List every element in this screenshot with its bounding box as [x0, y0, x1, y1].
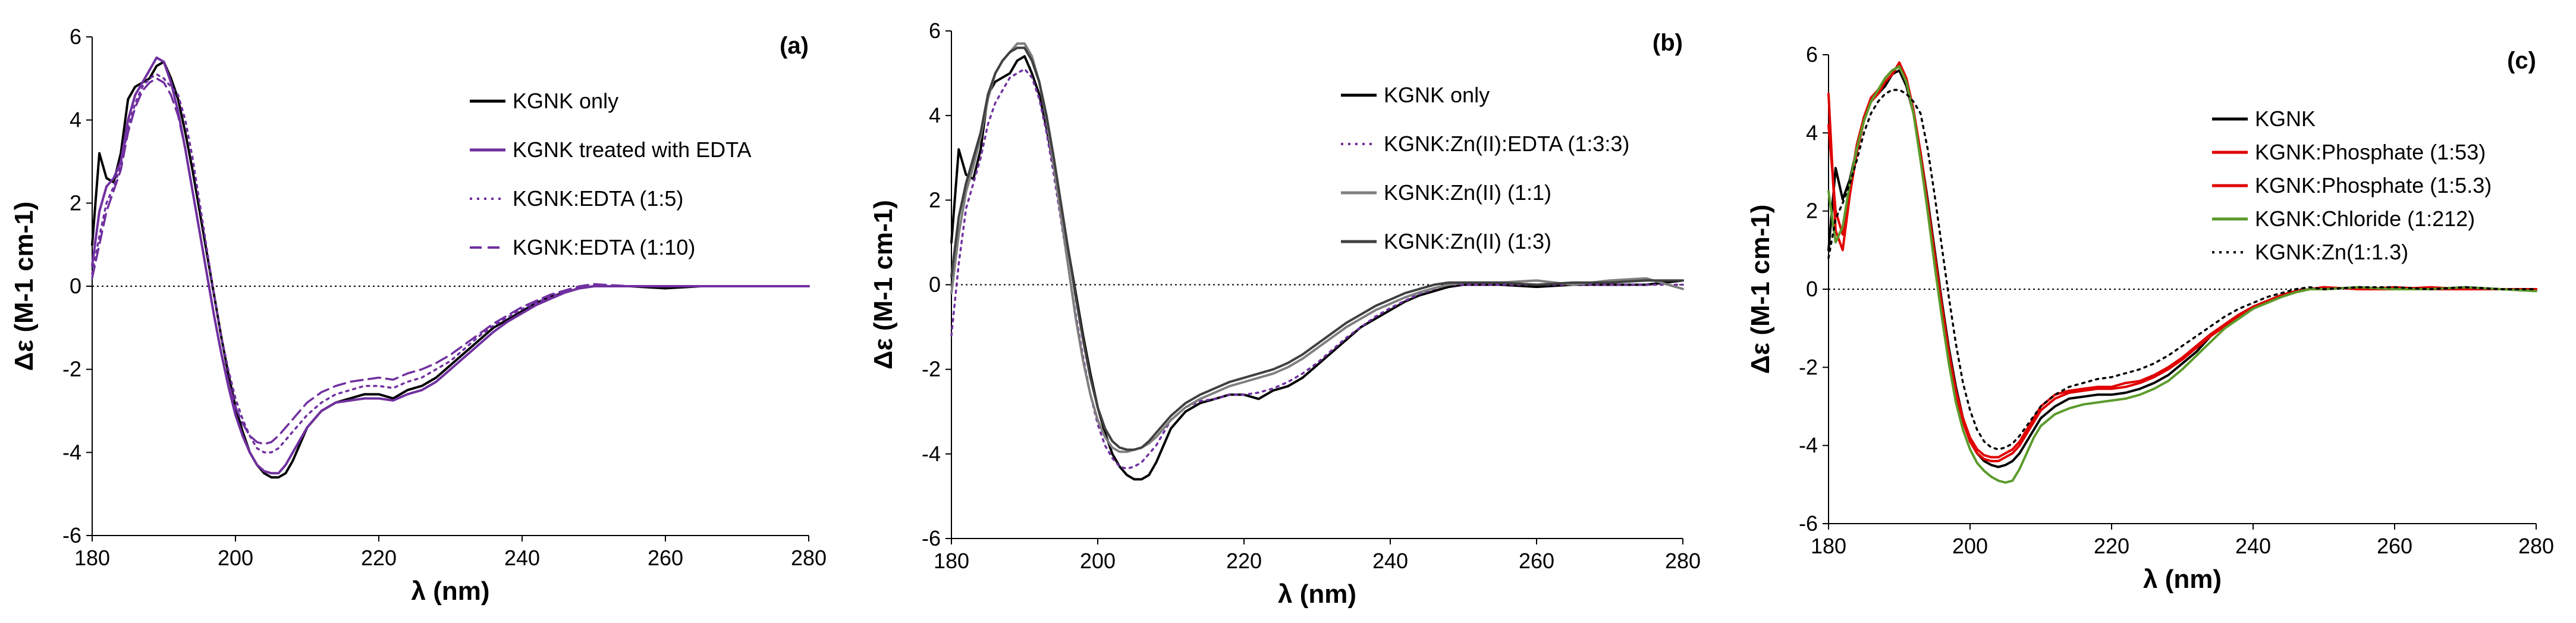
y-axis-title: Δε (M-1 cm-1) [10, 202, 39, 371]
x-tick-label: 280 [2518, 534, 2554, 558]
panel-label: (b) [1653, 30, 1683, 56]
x-axis-title: λ (nm) [1278, 580, 1356, 609]
x-axis-title: λ (nm) [411, 577, 490, 606]
series-line-2 [91, 56, 810, 475]
legend: KGNK only KGNK treated with EDTA KGNK:EDTA… [470, 89, 751, 259]
x-tick-label: 260 [2377, 534, 2412, 558]
legend-label: KGNK:Zn(II) (1:3) [1384, 229, 1551, 253]
series-line-3 [91, 73, 810, 454]
x-tick-label: 220 [1226, 549, 1262, 573]
legend: KGNK KGNK:Phosphate (1:53) KGNK:Phosphate … [2212, 107, 2492, 264]
x-tick-label: 180 [1811, 534, 1846, 558]
x-tick-label: 180 [934, 549, 969, 573]
series-line-1 [950, 55, 1684, 481]
x-tick-label: 220 [361, 546, 397, 570]
y-tick-label: -2 [1799, 355, 1818, 379]
series-line-1 [91, 60, 810, 479]
legend-label: KGNK:Zn(II):EDTA (1:3:3) [1384, 132, 1629, 156]
x-tick-label: 280 [791, 546, 827, 570]
chart-panel-1: -6 -4 -2 0 2 4 6 180 200 220 240 260 280 λ (nm) Δε (M-… [10, 24, 827, 606]
x-tick-label: 200 [1952, 534, 1988, 558]
x-tick-label: 200 [1080, 549, 1116, 573]
y-tick-label: 6 [929, 18, 941, 43]
y-tick-label: -2 [922, 357, 941, 381]
y-axis-title: Δε (M-1 cm-1) [1746, 205, 1775, 374]
y-tick-label: 2 [1806, 199, 1818, 223]
y-axis-title: Δε (M-1 cm-1) [869, 200, 898, 370]
chart-panel-2: -6 -4 -2 0 2 4 6 180 200 220 240 260 280 λ (nm) Δε (M-… [869, 18, 1701, 609]
x-axis-title: λ (nm) [2143, 565, 2222, 594]
legend-label: KGNK:Zn(II) (1:1) [1384, 180, 1551, 205]
legend-label: KGNK:EDTA (1:5) [513, 186, 683, 211]
x-tick-label: 280 [1665, 549, 1701, 573]
x-tick-label: 240 [504, 546, 540, 570]
series-line-4 [1827, 65, 2537, 484]
series-line-3 [950, 42, 1684, 453]
y-tick-label: 6 [70, 24, 81, 49]
y-tick-label: 4 [1806, 120, 1818, 145]
y-tick-label: 4 [929, 103, 941, 127]
x-tick-label: 240 [2235, 534, 2271, 558]
y-tick-label: 0 [929, 273, 941, 297]
legend-label: KGNK treated with EDTA [513, 137, 751, 162]
chart-panel-3: -6 -4 -2 0 2 4 6 180 200 220 240 260 280 λ (nm) Δε (M-… [1746, 42, 2554, 594]
legend-label: KGNK:Phosphate (1:53) [2255, 140, 2486, 164]
panel-label: (c) [2507, 48, 2536, 74]
y-tick-label: 2 [70, 190, 81, 215]
y-tick-label: -4 [922, 442, 941, 466]
series-line-4 [950, 46, 1684, 451]
x-tick-label: 240 [1372, 549, 1408, 573]
y-tick-label: 4 [70, 108, 81, 132]
y-tick-label: 0 [70, 274, 81, 298]
legend-label: KGNK only [513, 89, 618, 113]
y-tick-label: -6 [1799, 511, 1818, 536]
series-line-4 [91, 77, 810, 446]
x-tick-label: 200 [218, 546, 253, 570]
y-tick-label: 6 [1806, 42, 1818, 67]
x-tick-label: 260 [648, 546, 683, 570]
x-tick-label: 260 [1519, 549, 1554, 573]
series-line-2 [950, 68, 1684, 470]
legend-label: KGNK:Chloride (1:212) [2255, 206, 2475, 231]
y-tick-label: -6 [62, 523, 81, 547]
x-tick-label: 220 [2094, 534, 2129, 558]
legend-label: KGNK:Zn(1:1.3) [2255, 240, 2408, 264]
y-tick-label: -4 [62, 440, 81, 464]
legend: KGNK only KGNK:Zn(II):EDTA (1:3:3) KGNK:Zn… [1341, 83, 1629, 253]
y-tick-label: 0 [1806, 277, 1818, 301]
y-tick-label: -4 [1799, 433, 1818, 458]
legend-label: KGNK:Phosphate (1:5.3) [2255, 173, 2492, 198]
legend-label: KGNK:EDTA (1:10) [513, 235, 695, 259]
x-tick-label: 180 [74, 546, 110, 570]
y-tick-label: -2 [62, 357, 81, 381]
y-tick-label: 2 [929, 187, 941, 212]
panel-label: (a) [780, 33, 809, 59]
legend-label: KGNK [2255, 107, 2316, 131]
series-line-5 [1827, 89, 2537, 450]
legend-label: KGNK only [1384, 83, 1490, 107]
y-tick-label: -6 [922, 526, 941, 550]
